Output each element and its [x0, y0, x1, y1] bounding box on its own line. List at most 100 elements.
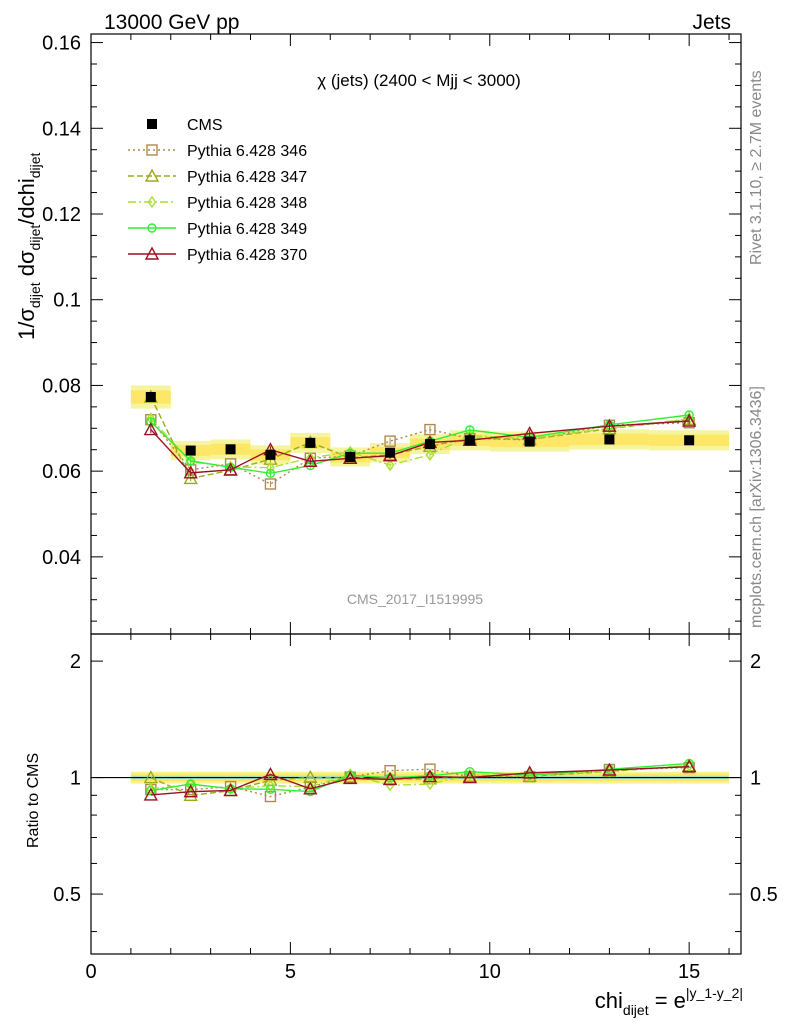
ratio-series-point: [425, 777, 435, 791]
ratio-series-point: [186, 778, 196, 791]
series-line: [150, 420, 690, 474]
ratio-series-point: [226, 782, 235, 795]
legend-label: Pythia 6.428 346: [187, 143, 307, 160]
ratio-series-point: [183, 787, 198, 802]
y-tick-label: 0.16: [42, 33, 81, 55]
legend-marker: [147, 223, 157, 233]
ratio-series-line: [150, 765, 690, 796]
y-tick-label-right: 0.5: [750, 884, 778, 906]
y-tick-label: 2: [70, 651, 81, 673]
rivet-version-label: Rivet 3.1.10, ≥ 2.7M events: [748, 70, 765, 265]
cms-point: [225, 444, 236, 455]
ratio-series-point: [143, 770, 158, 784]
main-y-axis-label: 1/σdijet dσdijet/dchidijet: [14, 152, 43, 340]
legend-marker: [146, 144, 158, 156]
series-point: [303, 453, 318, 467]
legend-label: Pythia 6.428 349: [187, 221, 307, 238]
y-tick-label: 0.5: [53, 884, 81, 906]
legend: CMS Pythia 6.428 346 Pythia 6.428 347 Pythi…: [128, 117, 307, 264]
legend-label: Pythia 6.428 348: [187, 195, 307, 212]
series-point: [385, 458, 395, 472]
series-point: [223, 462, 238, 476]
series-point: [264, 478, 277, 490]
cms-point: [385, 447, 396, 458]
cms-point: [265, 449, 276, 460]
y-tick-label: 0.12: [42, 204, 81, 226]
ratio-series-point: [681, 759, 697, 773]
ratio-series-point: [465, 768, 475, 782]
ratio-series-point: [465, 766, 475, 777]
cms-point: [464, 435, 475, 446]
ratio-series-point: [385, 779, 395, 792]
series-line: [150, 414, 690, 474]
ratio-plot-frame: [90, 633, 742, 955]
series-point: [602, 418, 617, 432]
ratio-series-point: [265, 784, 276, 795]
x-tick-label: 10: [479, 961, 501, 983]
y-tick-label-right: 1: [750, 768, 761, 790]
series-point: [146, 417, 156, 427]
ratio-series-point: [422, 769, 438, 783]
ratio-axis-ticks: [90, 634, 741, 954]
ratio-series-point: [522, 765, 537, 779]
analysis-watermark: CMS_2017_I1519995: [347, 591, 483, 607]
cms-point: [185, 445, 196, 456]
cms-point: [424, 439, 435, 450]
legend-marker: [144, 168, 160, 182]
ratio-series-point: [223, 782, 238, 797]
legend-marker: [144, 246, 160, 260]
main-axis-ticks: [90, 34, 741, 634]
cms-point: [684, 435, 695, 446]
series-point: [424, 423, 436, 436]
x-tick-label: 15: [678, 961, 700, 983]
ratio-series-line: [150, 765, 690, 797]
x-tick-label: 0: [85, 961, 96, 983]
cms-point: [345, 452, 356, 462]
ratio-y-axis-label: Ratio to CMS: [25, 753, 42, 848]
cms-data-points: [145, 392, 695, 462]
y-tick-label: 0.06: [42, 461, 81, 483]
main-y-tick-labels: 0.04 0.06 0.08 0.1 0.12 0.14 0.16: [42, 33, 81, 569]
header-jets-label: Jets: [692, 11, 731, 34]
series-line: [150, 396, 690, 480]
y-tick-label: 0.14: [42, 118, 81, 140]
series-point: [185, 456, 196, 466]
ratio-series-group: [143, 758, 697, 803]
series-point: [143, 422, 158, 436]
ratio-series-point: [185, 779, 196, 789]
series-point: [265, 468, 276, 478]
ratio-y-tick-labels: 0.5 0.5 1 1 2 2: [53, 651, 778, 906]
series-point: [384, 435, 396, 447]
ratio-series-point: [266, 779, 275, 792]
ratio-series-point: [382, 771, 398, 786]
ratio-series-point: [525, 769, 535, 783]
y-tick-label: 0.08: [42, 375, 81, 397]
legend-label: Pythia 6.428 347: [187, 169, 307, 186]
y-tick-label: 0.1: [53, 290, 81, 312]
ratio-series-point: [183, 784, 198, 798]
ratio-series-point: [143, 787, 158, 801]
cms-point: [524, 436, 535, 447]
series-point: [681, 413, 697, 427]
mcplots-label: mcplots.cern.ch [arXiv:1306.3436]: [748, 386, 765, 628]
cms-point: [305, 437, 316, 448]
legend-marker: [147, 195, 157, 209]
x-tick-labels: 0 5 10 15: [85, 961, 700, 983]
cms-point: [604, 434, 615, 445]
ratio-series-point: [303, 781, 318, 795]
legend-marker: [147, 119, 157, 129]
series-point: [183, 465, 198, 479]
ratio-series-line: [150, 762, 690, 793]
y-tick-label: 0.04: [42, 547, 81, 569]
y-tick-label: 1: [70, 768, 81, 790]
header-energy-label: 13000 GeV pp: [104, 11, 239, 34]
legend-label: CMS: [187, 117, 223, 134]
cms-point: [145, 392, 156, 402]
ratio-series-point: [384, 764, 396, 777]
ratio-series-point: [602, 762, 617, 776]
plot-title: χ (jets) (2400 < Mjj < 3000): [317, 71, 521, 90]
series-point: [425, 448, 435, 462]
x-axis-label: chidijet = e|y_1-y_2|: [595, 985, 743, 1018]
y-tick-label-right: 2: [750, 651, 761, 673]
